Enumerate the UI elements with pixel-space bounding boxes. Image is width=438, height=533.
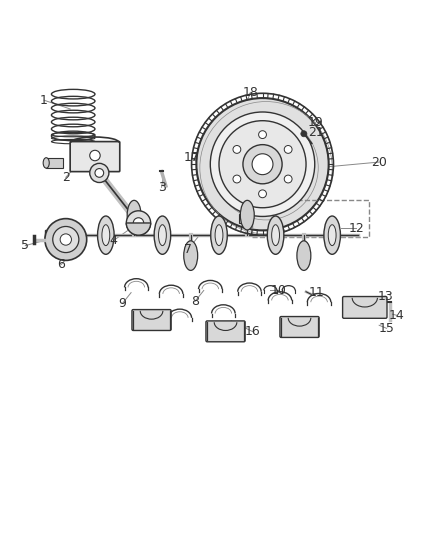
Ellipse shape [43,158,49,168]
Ellipse shape [211,216,227,254]
Circle shape [284,175,292,183]
Text: 19: 19 [308,116,324,130]
Circle shape [284,146,292,154]
Text: 5: 5 [21,239,29,252]
FancyBboxPatch shape [132,310,171,330]
Circle shape [53,227,79,253]
Circle shape [258,131,266,139]
Ellipse shape [297,241,311,270]
Text: 21: 21 [308,126,324,139]
Circle shape [95,168,104,177]
Ellipse shape [127,200,141,230]
Circle shape [243,144,282,184]
Text: 16: 16 [245,325,261,338]
Circle shape [126,211,151,235]
Text: 15: 15 [378,322,395,335]
Text: 2: 2 [62,171,70,184]
Text: 10: 10 [271,284,287,297]
Circle shape [258,190,266,198]
FancyBboxPatch shape [280,317,319,337]
Ellipse shape [215,225,223,246]
FancyBboxPatch shape [343,296,387,318]
Circle shape [252,154,273,175]
Text: 14: 14 [389,309,404,322]
Ellipse shape [272,225,279,246]
Text: 4: 4 [110,234,118,247]
FancyBboxPatch shape [206,321,245,342]
Ellipse shape [102,225,110,246]
Text: 12: 12 [348,222,364,235]
Bar [240,214,252,223]
Bar [45,230,75,239]
Ellipse shape [154,216,171,254]
Ellipse shape [324,216,340,254]
FancyBboxPatch shape [70,142,120,172]
Ellipse shape [159,225,166,246]
Ellipse shape [328,225,336,246]
Text: 8: 8 [191,295,199,308]
Circle shape [301,131,307,137]
Wedge shape [126,223,151,235]
Ellipse shape [240,200,254,230]
Text: 9: 9 [118,297,126,310]
Circle shape [233,175,241,183]
Circle shape [90,150,100,161]
Circle shape [45,219,87,261]
Text: 20: 20 [371,156,387,168]
Ellipse shape [267,216,284,254]
Bar [46,158,63,168]
Text: 6: 6 [57,258,65,271]
Circle shape [133,218,144,228]
Text: 1: 1 [40,94,48,107]
Text: 7: 7 [184,244,192,256]
Ellipse shape [184,241,198,270]
Circle shape [210,112,315,216]
Circle shape [196,98,328,230]
Bar [252,200,369,237]
Circle shape [90,163,109,182]
Circle shape [219,120,306,208]
Text: 13: 13 [378,289,393,303]
Text: 11: 11 [309,286,325,299]
Text: 17: 17 [184,151,200,164]
Text: 3: 3 [158,181,166,194]
Ellipse shape [98,216,114,254]
Circle shape [233,146,241,154]
Circle shape [60,234,71,245]
Text: 18: 18 [242,86,258,99]
